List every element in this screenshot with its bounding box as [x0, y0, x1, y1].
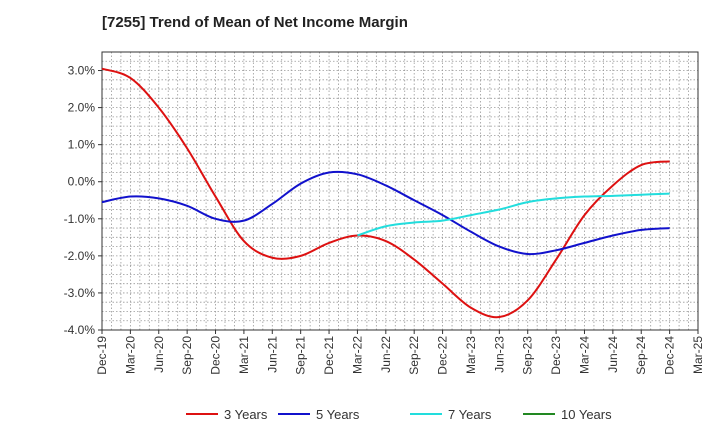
x-tick-label: Sep-21 [294, 336, 308, 375]
plot-frame [101, 51, 699, 331]
x-tick-label: Dec-19 [95, 336, 109, 375]
x-tick-label: Jun-22 [379, 336, 393, 373]
x-tick-label: Mar-20 [123, 336, 137, 374]
x-tick-label: Jun-23 [492, 336, 506, 373]
x-tick-label: Jun-20 [152, 336, 166, 373]
y-tick-label: 0.0% [68, 175, 96, 189]
x-tick-label: Mar-24 [577, 336, 591, 374]
y-tick-label: 2.0% [68, 101, 96, 115]
x-tick-label: Mar-21 [237, 336, 251, 374]
x-tick-label: Mar-23 [464, 336, 478, 374]
legend-label-10-years: 10 Years [561, 407, 612, 422]
x-tick-label: Sep-24 [634, 336, 648, 375]
series-line-7-years [357, 192, 670, 237]
x-tick-label: Mar-25 [691, 336, 705, 374]
x-tick-label: Dec-20 [209, 336, 223, 375]
x-tick-label: Jun-24 [606, 336, 620, 373]
x-tick-label: Sep-20 [180, 336, 194, 375]
x-tick-label: Sep-22 [407, 336, 421, 375]
y-tick-label: -4.0% [64, 323, 96, 337]
series-line-5-years [101, 170, 670, 256]
legend-label-7-years: 7 Years [448, 407, 492, 422]
y-tick-label: 1.0% [68, 138, 96, 152]
x-tick-label: Jun-21 [265, 336, 279, 373]
chart-title: [7255] Trend of Mean of Net Income Margi… [102, 14, 408, 31]
x-tick-label: Dec-23 [549, 336, 563, 375]
y-tick-label: -3.0% [64, 286, 96, 300]
x-tick-label: Dec-22 [436, 336, 450, 375]
legend-label-5-years: 5 Years [316, 407, 360, 422]
x-tick-label: Sep-23 [521, 336, 535, 375]
legend-label-3-years: 3 Years [224, 407, 268, 422]
y-tick-label: -1.0% [64, 212, 96, 226]
x-tick-label: Mar-22 [350, 336, 364, 374]
y-tick-label: -2.0% [64, 249, 96, 263]
series-line-3-years [101, 67, 670, 319]
x-tick-label: Dec-24 [663, 336, 677, 375]
y-tick-label: 3.0% [68, 64, 96, 78]
x-tick-label: Dec-21 [322, 336, 336, 375]
